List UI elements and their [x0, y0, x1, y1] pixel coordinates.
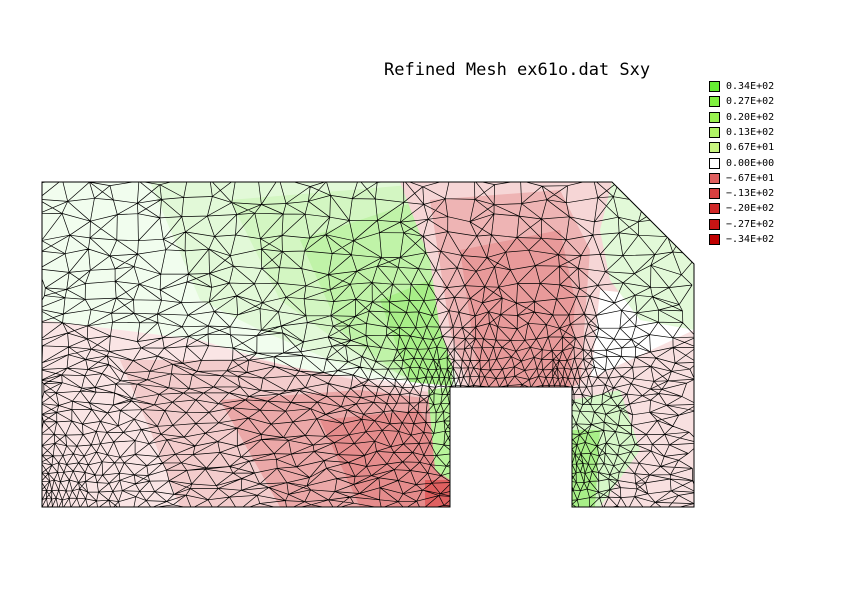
legend-label: 0.00E+00	[726, 157, 775, 169]
legend-label: 0.67E+01	[726, 142, 775, 154]
legend-label: 0.13E+02	[726, 126, 775, 138]
legend-swatch	[709, 218, 720, 230]
legend-label: 0.34E+02	[726, 81, 775, 92]
stress-contour-fill	[42, 182, 694, 507]
legend-swatch	[709, 157, 720, 169]
legend-swatch	[709, 172, 720, 184]
legend-label: 0.27E+02	[726, 96, 775, 108]
legend-label: −.13E+02	[726, 188, 775, 200]
legend-swatch	[709, 126, 720, 138]
legend-label: −.27E+02	[726, 218, 775, 230]
legend-swatch	[709, 142, 720, 154]
legend-swatch	[709, 188, 720, 200]
domain-outline	[41, 181, 695, 508]
legend-swatch	[709, 203, 720, 215]
legend-label: −.34E+02	[726, 234, 775, 245]
legend-swatch	[709, 96, 720, 108]
legend-label: −.20E+02	[726, 203, 775, 215]
plot-title: Refined Mesh ex61o.dat Sxy	[384, 60, 651, 80]
legend-swatch	[709, 234, 720, 245]
legend-swatch	[709, 111, 720, 123]
legend-label: −.67E+01	[726, 172, 775, 184]
legend-swatch	[709, 81, 720, 92]
legend-label: 0.20E+02	[726, 111, 775, 123]
